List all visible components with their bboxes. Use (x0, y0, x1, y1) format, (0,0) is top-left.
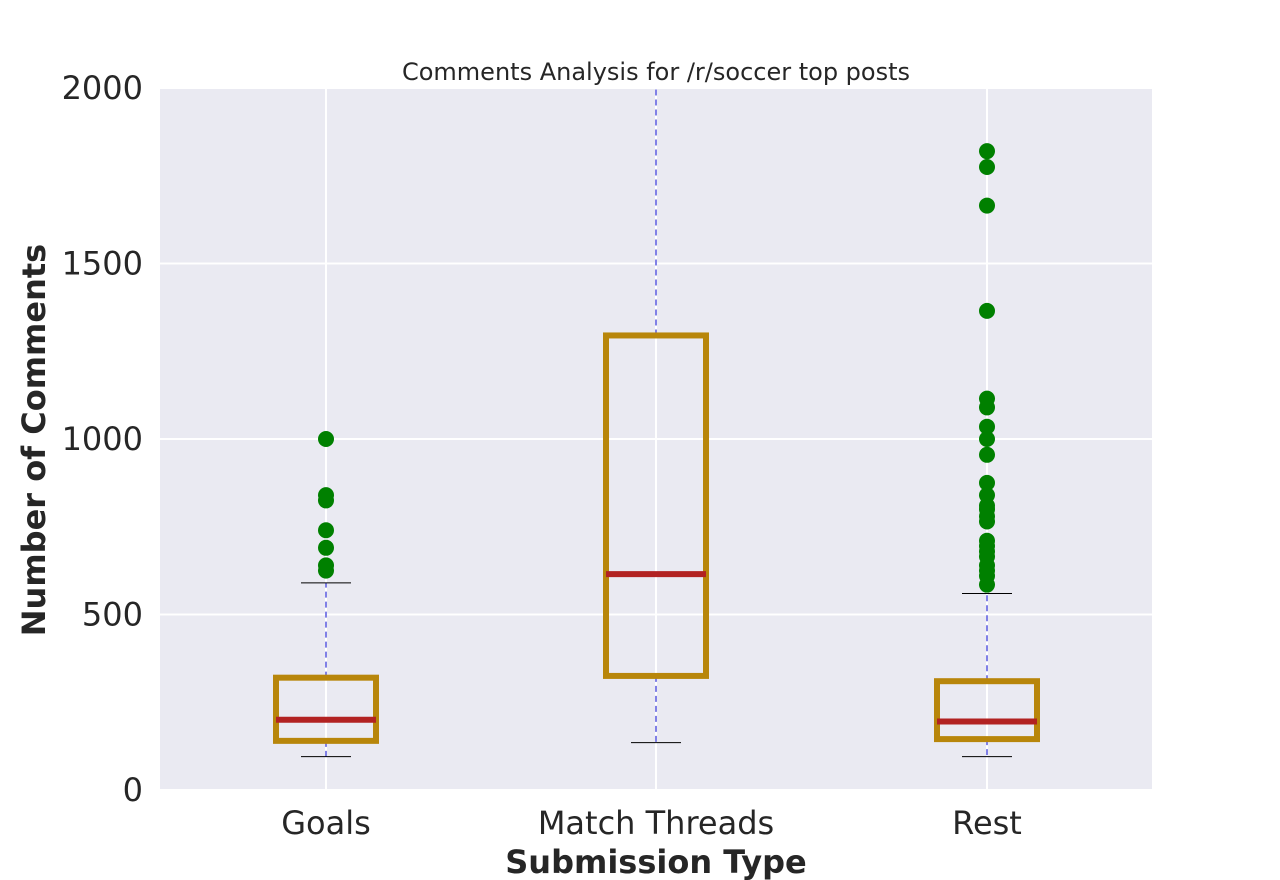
outlier-point (979, 446, 995, 463)
x-tick-label: Goals (281, 804, 371, 842)
box-iqr (273, 674, 379, 744)
y-tick-label: 1000 (62, 420, 143, 458)
y-tick-label: 500 (82, 596, 143, 634)
outlier-point (979, 143, 995, 160)
y-tick-label: 2000 (62, 69, 143, 107)
outlier-point (318, 487, 334, 504)
x-tick-label: Rest (952, 804, 1022, 842)
outlier-point (979, 197, 995, 214)
box-group (934, 143, 1040, 758)
box-iqr (934, 678, 1040, 743)
box-group (603, 88, 709, 744)
y-tick-label: 0 (123, 771, 143, 809)
outlier-point (979, 302, 995, 319)
y-axis-label: Number of Comments (15, 244, 53, 636)
x-axis-label: Submission Type (505, 843, 807, 880)
outlier-point (979, 487, 995, 504)
box-iqr (603, 332, 709, 679)
outlier-point (318, 557, 334, 574)
y-tick-label: 1500 (62, 245, 143, 283)
outlier-point (318, 522, 334, 539)
outlier-point (979, 390, 995, 407)
outlier-point (979, 474, 995, 491)
outlier-point (979, 532, 995, 549)
chart-title: Comments Analysis for /r/soccer top post… (402, 58, 910, 86)
tick-layer: 0 500 1000 1500 2000 Goals Match Threads Rest (62, 69, 1022, 842)
outlier-point (318, 431, 334, 447)
outlier-point (979, 418, 995, 435)
box-layer (273, 88, 1040, 758)
box-group (273, 431, 379, 758)
outlier-point (979, 158, 995, 175)
outlier-point (318, 539, 334, 556)
outlier-point (979, 431, 995, 447)
x-tick-label: Match Threads (538, 804, 774, 842)
